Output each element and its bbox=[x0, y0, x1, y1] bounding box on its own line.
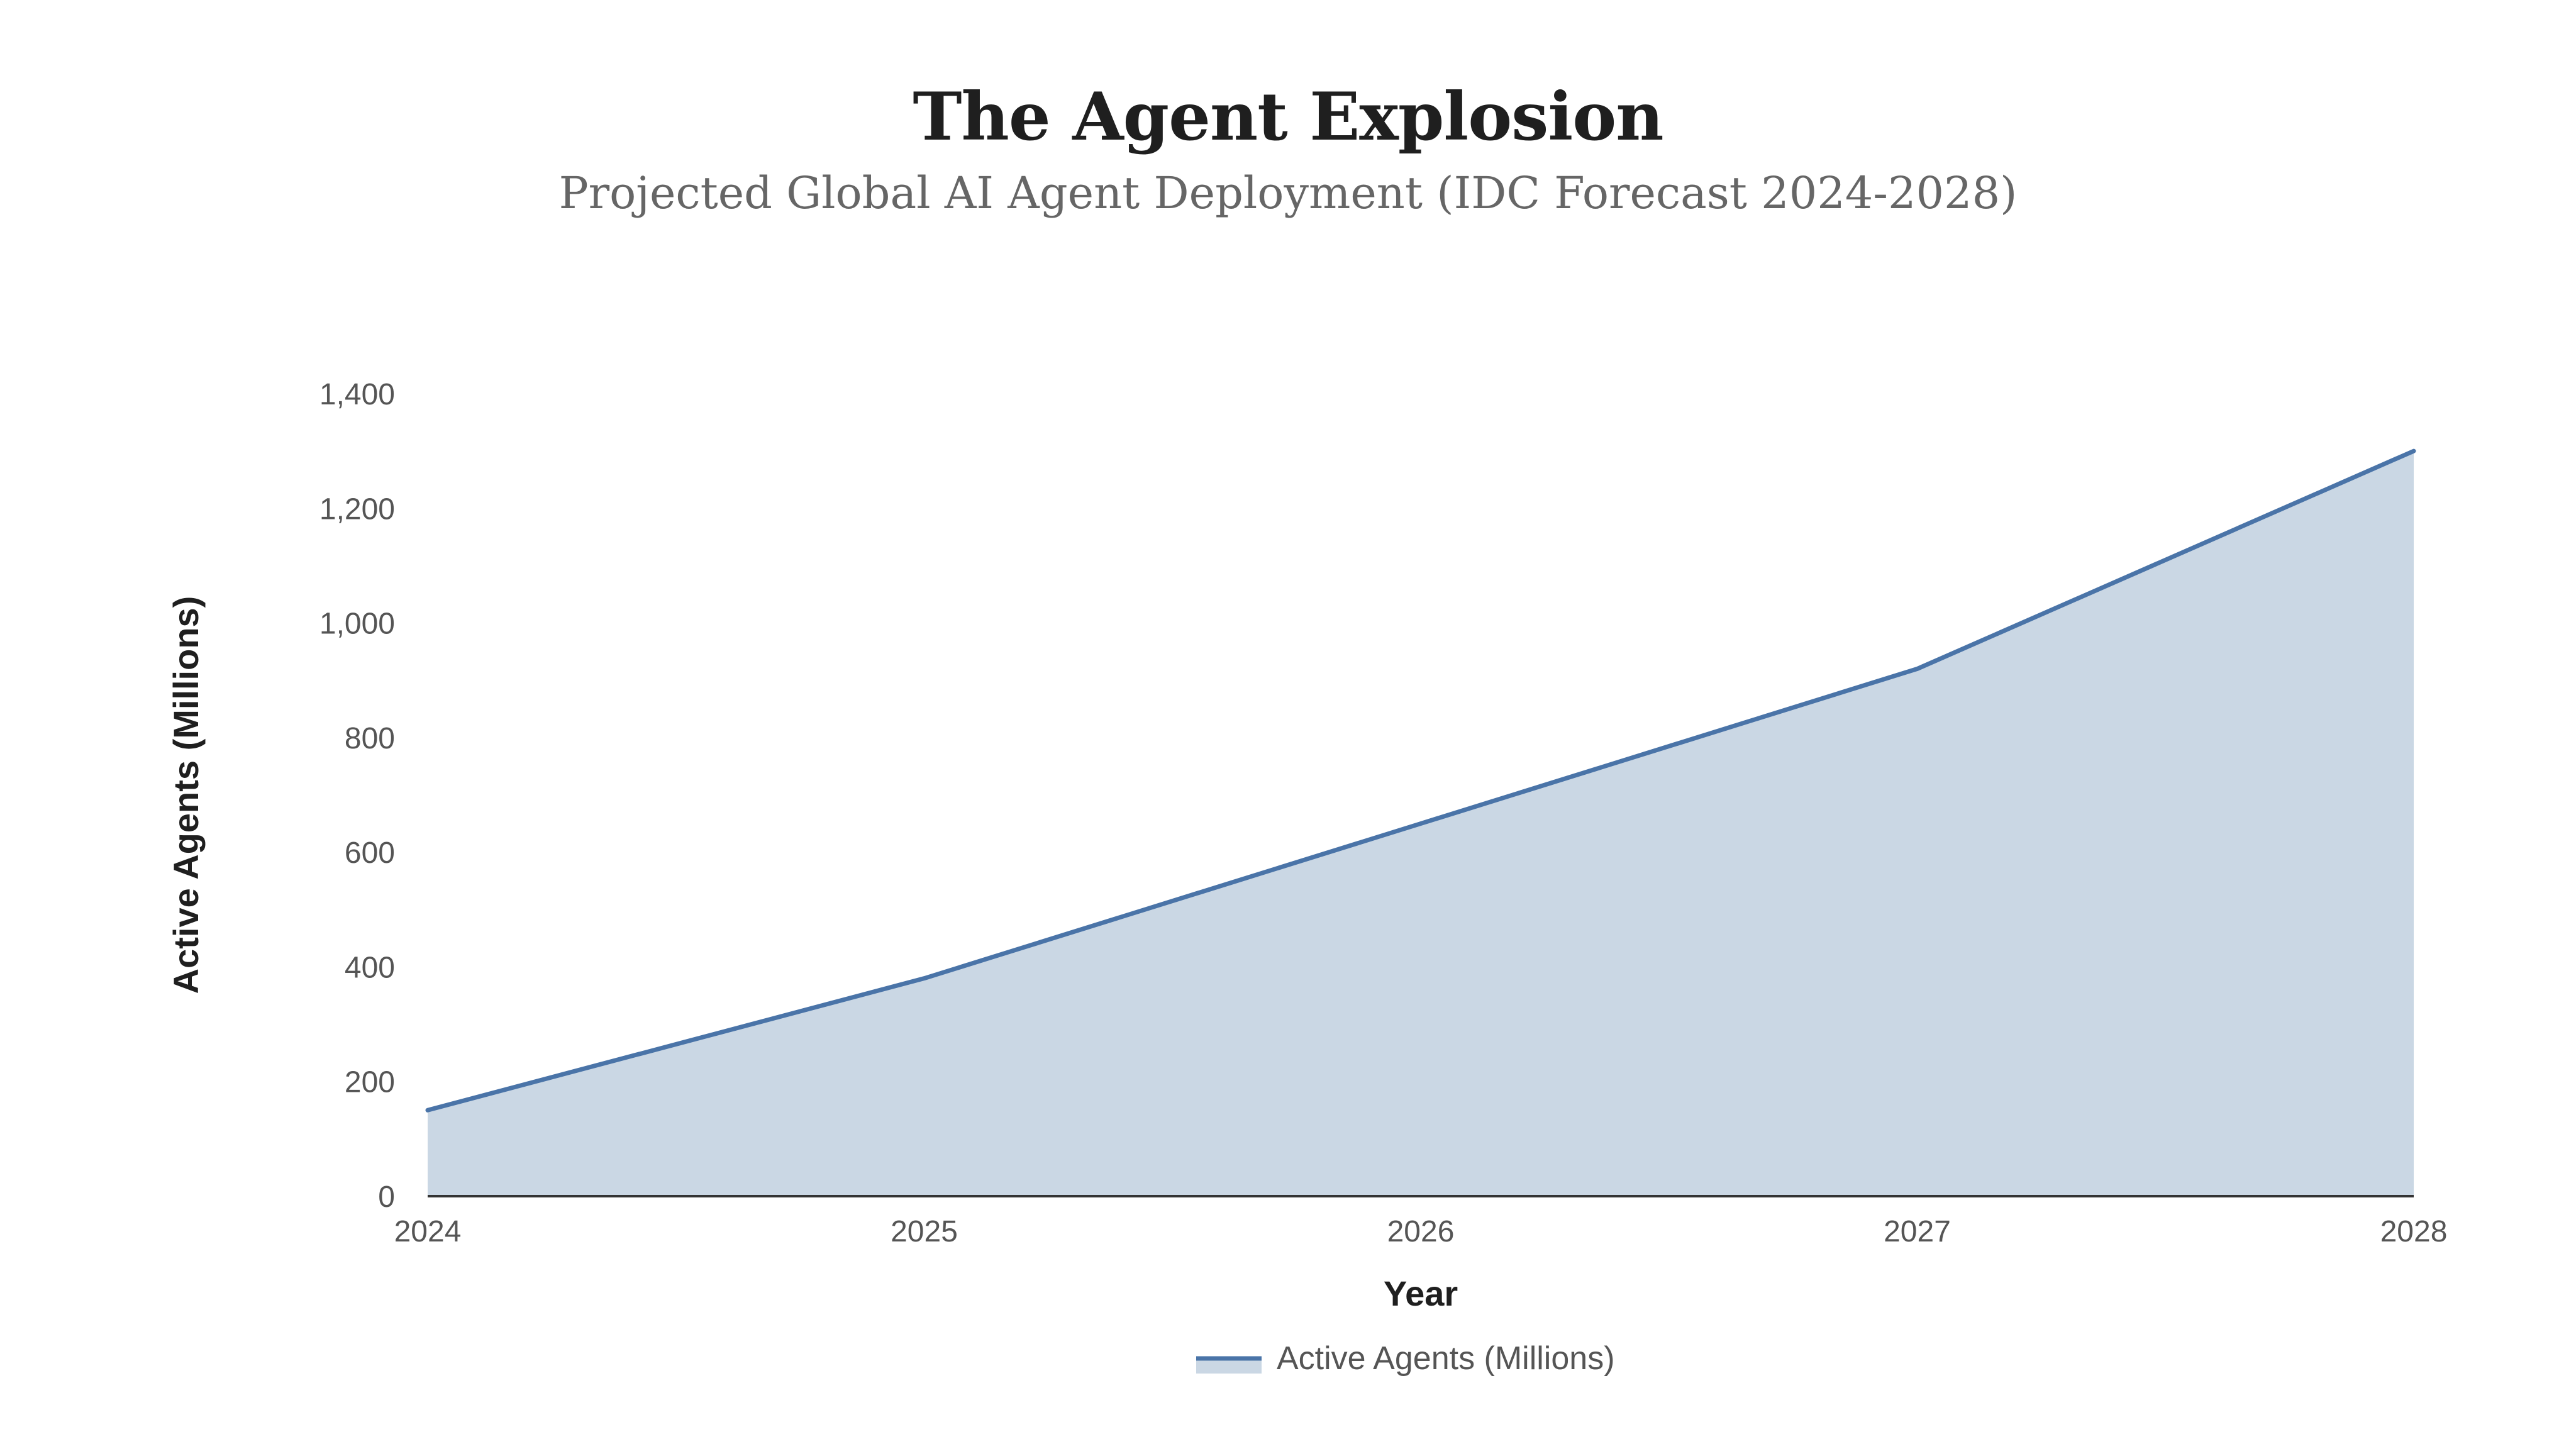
x-tick-label: 2024 bbox=[394, 1215, 462, 1248]
chart-title: The Agent Explosion bbox=[913, 77, 1663, 155]
y-tick-label: 1,200 bbox=[319, 492, 395, 526]
y-tick-label: 0 bbox=[378, 1180, 395, 1214]
y-tick-label: 200 bbox=[345, 1066, 395, 1099]
y-axis-title: Active Agents (Millions) bbox=[166, 596, 206, 994]
y-axis-ticks: 0 200 400 600 800 1,000 1,200 1,400 bbox=[319, 378, 395, 1214]
y-tick-label: 800 bbox=[345, 722, 395, 755]
series-line bbox=[425, 448, 2416, 1113]
x-tick-label: 2027 bbox=[1884, 1215, 1951, 1248]
y-tick-label: 1,400 bbox=[319, 378, 395, 411]
y-tick-label: 600 bbox=[345, 836, 395, 870]
x-axis-title: Year bbox=[1384, 1274, 1458, 1313]
y-tick-label: 400 bbox=[345, 951, 395, 984]
legend: Active Agents (Millions) bbox=[1196, 1340, 1615, 1377]
x-tick-label: 2025 bbox=[891, 1215, 958, 1248]
legend-label: Active Agents (Millions) bbox=[1277, 1340, 1615, 1377]
x-tick-label: 2028 bbox=[2380, 1215, 2448, 1248]
x-axis-ticks: 2024 2025 2026 2027 2028 bbox=[394, 1215, 2448, 1248]
x-tick-label: 2026 bbox=[1387, 1215, 1455, 1248]
y-tick-label: 1,000 bbox=[319, 608, 395, 641]
chart-subtitle: Projected Global AI Agent Deployment (ID… bbox=[558, 167, 2018, 219]
